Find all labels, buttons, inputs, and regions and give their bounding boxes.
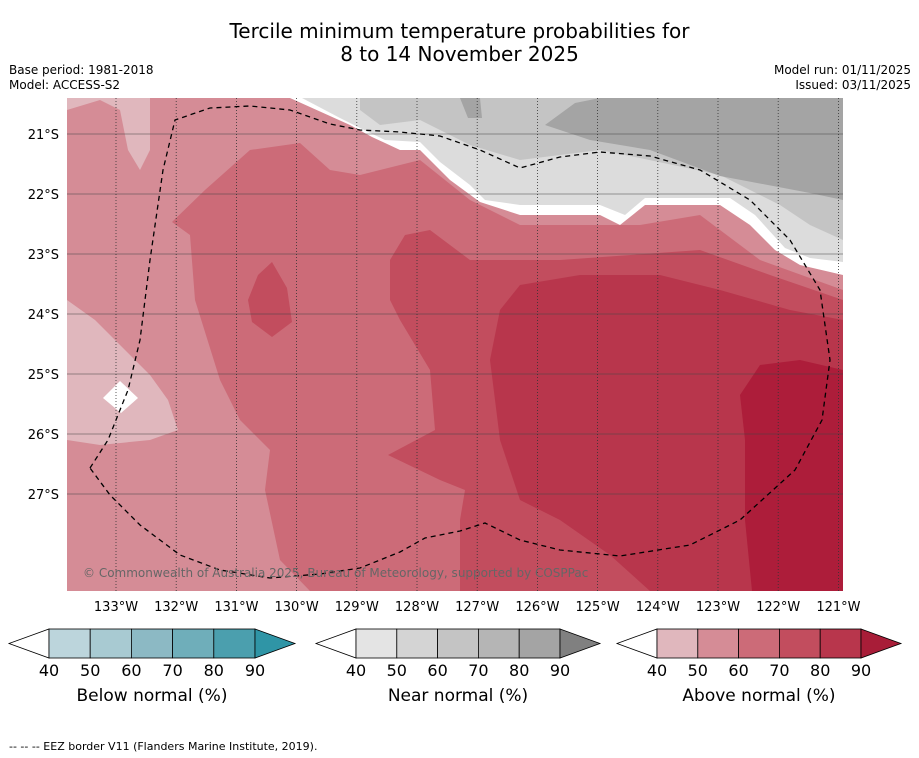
legend-bars: 40 50 60 70 80 90 40 50 60 70 80 90 40 50 60 70 80 90 [7, 628, 903, 680]
legend-segment [48, 628, 91, 659]
legend-segment [213, 628, 256, 659]
legend-tick: 70 [468, 661, 488, 680]
lat-label: 27°S [28, 488, 59, 503]
legend-segment [779, 628, 821, 659]
legend-max-arrow [860, 628, 903, 659]
region-below-40-patch [103, 381, 138, 413]
legend-tick: 80 [810, 661, 830, 680]
lat-label: 23°S [28, 248, 59, 263]
legend-min-arrow [314, 628, 357, 659]
legend-tick: 40 [346, 661, 366, 680]
legend-segment [130, 628, 173, 659]
legend-min-arrow [7, 628, 50, 659]
meta-right: Model run: 01/11/2025 Issued: 03/11/2025 [774, 63, 911, 93]
map-figure: © Commonwealth of Australia 2025, Bureau… [7, 98, 903, 680]
legend-below-label: Below normal (%) [76, 686, 228, 706]
legend-tick: 60 [728, 661, 748, 680]
legend-max-arrow [254, 628, 297, 659]
legend-segment [355, 628, 398, 659]
legend-tick: 50 [80, 661, 100, 680]
lat-label: 21°S [28, 128, 59, 143]
region-above-80-spot [248, 262, 292, 337]
map-gridlines [67, 98, 843, 591]
lon-label: 124°W [636, 600, 680, 615]
legend-tick: 50 [688, 661, 708, 680]
base-period-text: Base period: 1981-2018 [9, 63, 154, 77]
lon-label: 126°W [515, 600, 559, 615]
legend-tick: 60 [427, 661, 447, 680]
lon-label: 128°W [395, 600, 439, 615]
legend-segment [172, 628, 215, 659]
lon-label: 129°W [335, 600, 379, 615]
copyright-notice: © Commonwealth of Australia 2025, Bureau… [83, 566, 588, 580]
lon-label: 127°W [455, 600, 499, 615]
legend-segment [396, 628, 438, 659]
issued-text: Issued: 03/11/2025 [795, 78, 911, 92]
legend-max-arrow [559, 628, 602, 659]
legend-segment [697, 628, 739, 659]
legend-segment [738, 628, 780, 659]
legend-tick: 80 [509, 661, 529, 680]
latitude-labels: 21°S 22°S 23°S 24°S 25°S 26°S 27°S [28, 128, 59, 503]
longitude-labels: 133°W 132°W 131°W 130°W 129°W 128°W 127°W 126°W… [94, 600, 861, 615]
lat-label: 24°S [28, 308, 59, 323]
lon-label: 133°W [94, 600, 138, 615]
legend-segment [437, 628, 479, 659]
legend-segment [477, 628, 520, 659]
lon-label: 121°W [816, 600, 860, 615]
legend-segment [518, 628, 561, 659]
legend-tick: 70 [769, 661, 789, 680]
lat-label: 26°S [28, 428, 59, 443]
lon-label: 132°W [154, 600, 198, 615]
probability-field [67, 98, 843, 591]
model-run-text: Model run: 01/11/2025 [773, 63, 911, 77]
legend-min-arrow [615, 628, 658, 659]
lon-label: 125°W [576, 600, 620, 615]
legend-near: 40 50 60 70 80 90 [314, 628, 602, 680]
lon-label: 130°W [275, 600, 319, 615]
legend-tick: 70 [162, 661, 182, 680]
chart-title-line1: Tercile minimum temperature probabilitie… [229, 19, 690, 43]
legend-tick: 90 [245, 661, 265, 680]
legend-above: 40 50 60 70 80 90 [615, 628, 903, 680]
chart-title-line2: 8 to 14 November 2025 [340, 42, 579, 66]
lat-label: 22°S [28, 188, 59, 203]
meta-left: Base period: 1981-2018 Model: ACCESS-S2 [9, 63, 154, 93]
legend-segment [819, 628, 862, 659]
legend-tick: 90 [550, 661, 570, 680]
region-near-70-small [460, 98, 482, 118]
legend-below: 40 50 60 70 80 90 [7, 628, 297, 680]
region-near-70 [545, 98, 843, 200]
legend-tick: 60 [121, 661, 141, 680]
eez-border [89, 105, 831, 579]
legend-tick: 50 [387, 661, 407, 680]
legend-tick: 90 [851, 661, 871, 680]
legend-tick: 40 [647, 661, 667, 680]
eez-footnote: -- -- -- EEZ border V11 (Flanders Marine… [9, 740, 318, 753]
lon-label: 122°W [756, 600, 800, 615]
legend-segment [89, 628, 132, 659]
model-text: Model: ACCESS-S2 [9, 78, 121, 92]
legend-tick: 80 [204, 661, 224, 680]
legend-above-label: Above normal (%) [682, 686, 836, 706]
lon-label: 123°W [696, 600, 740, 615]
lon-label: 131°W [214, 600, 258, 615]
legend-near-label: Near normal (%) [387, 686, 529, 706]
region-above-50-nw [67, 98, 150, 170]
region-above-95 [740, 360, 843, 591]
legend-tick: 40 [39, 661, 59, 680]
region-above-50-west [67, 300, 178, 445]
legend-segment [656, 628, 699, 659]
lat-label: 25°S [28, 368, 59, 383]
